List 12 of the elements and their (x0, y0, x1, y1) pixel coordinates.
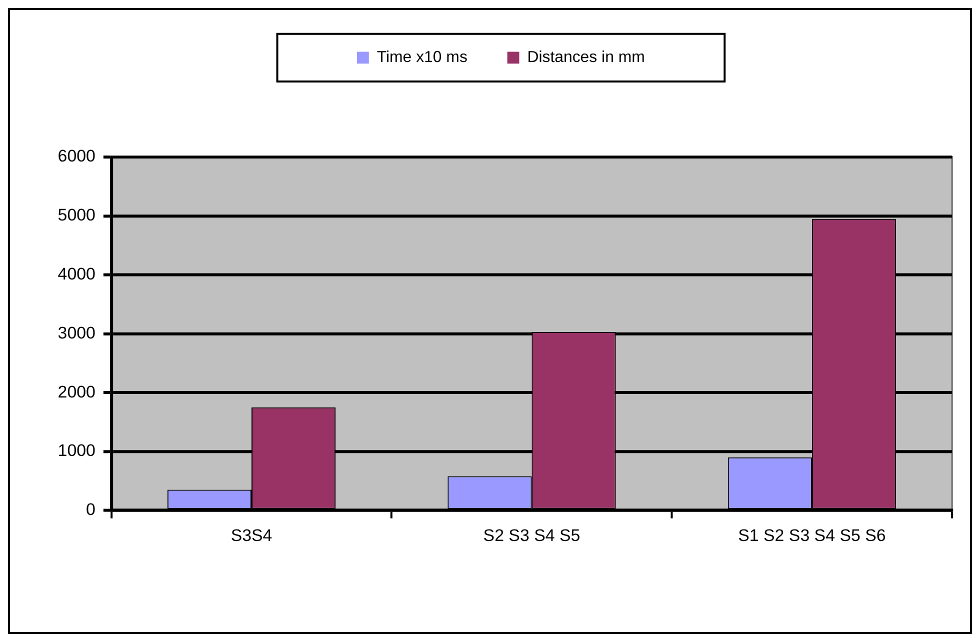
y-tick-label: 5000 (58, 206, 96, 225)
x-tick-label: S3S4 (230, 526, 272, 546)
y-tick-label: 4000 (58, 264, 96, 284)
legend-label: Time x10 ms (376, 49, 468, 66)
y-tick-label: 1000 (58, 441, 96, 460)
x-tick-label: S1 S2 S3 S4 S5 S6 (738, 526, 886, 546)
y-tick-label: 2000 (58, 382, 96, 402)
legend-label: Distances in mm (527, 49, 645, 66)
y-tick-label: 0 (86, 500, 96, 520)
x-tick-label: S2 S3 S4 S5 (483, 526, 580, 546)
y-tick-label: 6000 (58, 146, 96, 166)
y-tick-label: 3000 (58, 323, 96, 342)
